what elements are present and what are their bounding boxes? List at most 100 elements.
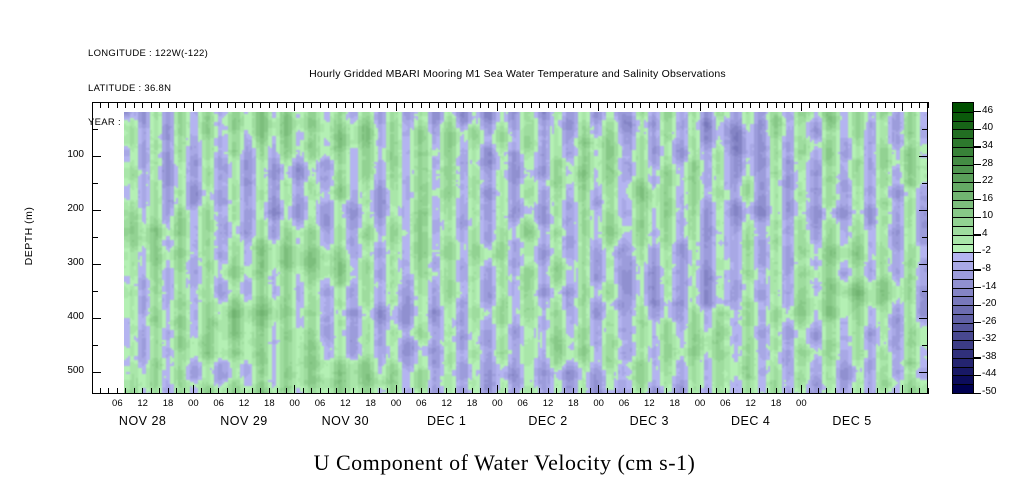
x-tick-top [403, 102, 405, 108]
x-tick-top [783, 102, 785, 108]
x-tick-top [817, 102, 819, 108]
x-tick-bottom [150, 388, 152, 394]
x-tick-bottom [513, 388, 515, 394]
x-tick-bottom [142, 388, 144, 394]
colorbar-label: -20 [982, 298, 997, 310]
x-tick-top [277, 102, 279, 108]
x-tick-bottom [927, 388, 929, 394]
x-tick-top [648, 102, 650, 108]
x-tick-top [294, 102, 296, 111]
x-tick-top [615, 102, 617, 108]
x-tick-bottom [758, 388, 760, 394]
x-tick-top [251, 102, 253, 108]
colorbar-band [953, 305, 973, 314]
x-hour-label: 00 [796, 398, 807, 409]
y-axis-label: 300 [67, 257, 84, 269]
latitude-line: LATITUDE : 36.8N [88, 82, 172, 94]
x-tick-top [564, 102, 566, 108]
colorbar-separator [953, 243, 973, 245]
y-tick-minor-right [922, 236, 928, 238]
colorbar-band [953, 261, 973, 270]
x-hour-label: 18 [466, 398, 478, 409]
x-tick-bottom [226, 388, 228, 394]
x-tick-top [192, 102, 194, 111]
x-tick-top [539, 102, 541, 108]
x-tick-top [412, 102, 414, 108]
x-tick-bottom [505, 388, 507, 394]
colorbar-band [953, 208, 973, 218]
x-tick-top [606, 102, 608, 108]
x-tick-top [319, 102, 321, 108]
x-tick-bottom [251, 388, 253, 394]
colorbar-separator [953, 208, 973, 210]
x-tick-top [699, 102, 701, 111]
x-tick-bottom [218, 388, 220, 394]
colorbar-tick [974, 357, 981, 359]
plot-title: Hourly Gridded MBARI Mooring M1 Sea Wate… [0, 68, 1009, 80]
x-hour-label: 06 [720, 398, 731, 409]
colorbar-tick [974, 287, 981, 289]
x-tick-top [522, 102, 524, 108]
x-tick-bottom [893, 388, 895, 394]
x-tick-top [420, 102, 422, 108]
x-tick-bottom [589, 388, 591, 394]
colorbar-band [953, 129, 973, 139]
x-tick-top [876, 102, 878, 108]
x-tick-bottom [471, 388, 473, 394]
x-tick-bottom [260, 388, 262, 394]
colorbar-label: 22 [982, 175, 994, 187]
colorbar-separator [953, 287, 973, 289]
x-tick-bottom [868, 388, 870, 394]
y-tick-minor [92, 290, 98, 292]
x-tick-top [530, 102, 532, 108]
colorbar-label: 46 [982, 104, 994, 116]
x-day-label: NOV 30 [321, 414, 370, 428]
x-tick-bottom [159, 388, 161, 394]
x-tick-bottom [108, 388, 110, 394]
x-tick-top [387, 102, 389, 108]
colorbar-band [953, 155, 973, 165]
x-tick-bottom [395, 385, 397, 394]
x-tick-bottom [429, 388, 431, 394]
x-tick-top [268, 102, 270, 108]
colorbar-band [953, 182, 973, 191]
x-tick-top [327, 102, 329, 108]
x-tick-top [167, 102, 169, 108]
x-tick-bottom [201, 388, 203, 394]
x-tick-top [665, 102, 667, 108]
colorbar-label: 40 [982, 122, 994, 134]
x-hour-label: 00 [289, 398, 300, 409]
colorbar-label: -26 [982, 315, 997, 327]
y-tick-major [92, 209, 101, 211]
heatmap-field [124, 112, 928, 394]
y-tick-major-right [919, 371, 928, 373]
x-tick-bottom [99, 388, 101, 394]
y-axis-label: 100 [67, 149, 84, 161]
colorbar-separator [953, 129, 973, 131]
x-tick-bottom [800, 385, 802, 394]
x-tick-top [479, 102, 481, 108]
x-tick-top [184, 102, 186, 108]
colorbar-tick [974, 392, 981, 394]
x-tick-bottom [775, 388, 777, 394]
x-tick-top [150, 102, 152, 108]
x-hour-label: 12 [137, 398, 148, 409]
x-tick-top [859, 102, 861, 108]
colorbar-separator [953, 375, 973, 377]
x-tick-top [513, 102, 515, 108]
y-tick-major [92, 155, 101, 157]
colorbar-label: 16 [982, 192, 994, 204]
x-tick-bottom [268, 388, 270, 394]
colorbar-band [953, 243, 973, 253]
colorbar-band [953, 146, 973, 156]
colorbar-band [953, 384, 973, 393]
x-tick-top [311, 102, 313, 108]
x-tick-top [209, 102, 211, 108]
colorbar-label: 34 [982, 139, 994, 151]
x-tick-top [505, 102, 507, 108]
colorbar-tick [974, 164, 981, 166]
x-tick-bottom [674, 388, 676, 394]
colorbar-band [953, 296, 973, 306]
x-tick-bottom [724, 388, 726, 394]
x-tick-bottom [420, 388, 422, 394]
